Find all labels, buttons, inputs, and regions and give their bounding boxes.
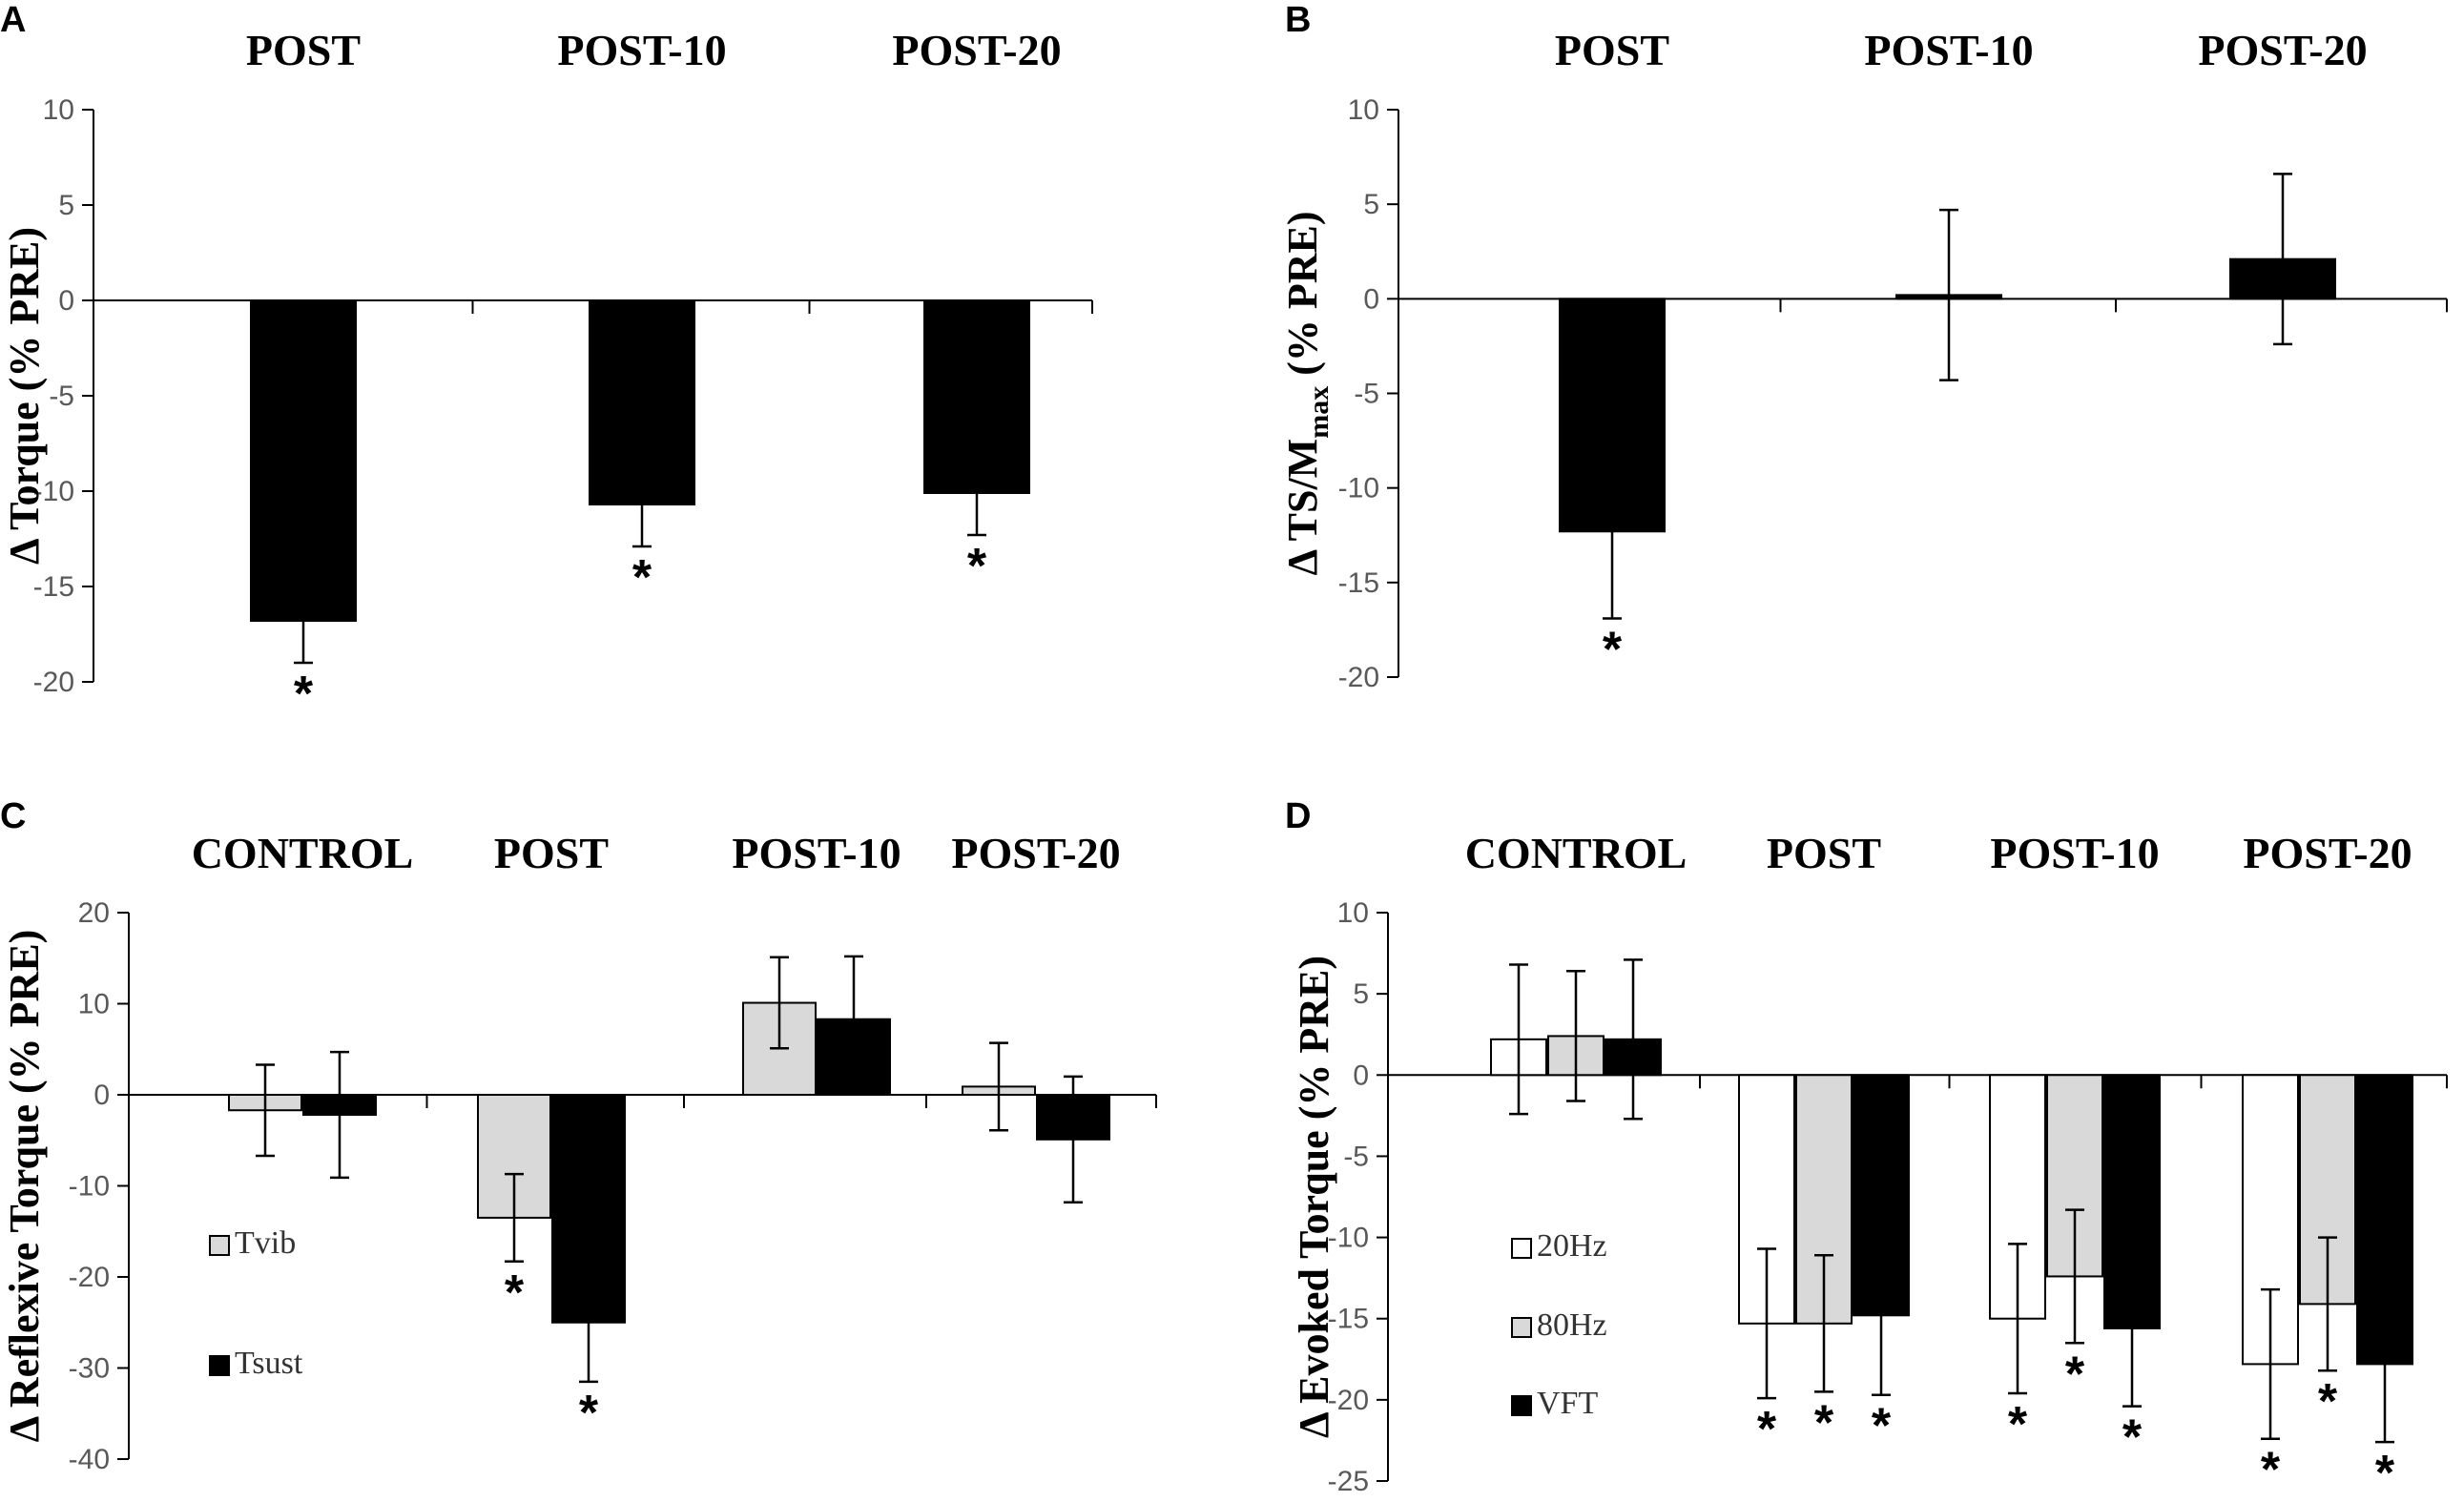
category-label: POST-10 <box>732 829 901 877</box>
y-tick-label: -5 <box>1343 1141 1369 1172</box>
y-tick-label: -20 <box>1338 662 1379 693</box>
legend-swatch <box>1511 1238 1532 1259</box>
y-tick-label: 5 <box>1353 978 1369 1010</box>
y-axis-label-tail: (% PRE) <box>1279 211 1326 385</box>
y-tick-label: -20 <box>1328 1385 1369 1416</box>
category-label: CONTROL <box>192 829 414 877</box>
y-axis-label-main: Δ Torque (% PRE) <box>1 227 48 565</box>
panel-d: D 10 5 0 -5 -10 -15 -20 -25 CONTROL POST POST-10 POS… <box>1285 796 2448 1501</box>
y-tick-label: -20 <box>33 667 74 698</box>
y-axis-label-subscript: max <box>1303 386 1335 439</box>
panel-a: A 10 5 0 -5 -10 -15 -20 POST POST-10 POST-20 Δ Torq… <box>0 0 1093 722</box>
category-label: POST-10 <box>557 26 726 74</box>
significance-star: * <box>2318 1374 2338 1430</box>
panel-letter: D <box>1285 796 1311 836</box>
significance-star: * <box>1814 1395 1834 1451</box>
legend-swatch <box>209 1235 230 1256</box>
significance-star: * <box>2261 1443 2281 1498</box>
y-axis-label: Δ Reflexive Torque (% PRE) <box>1 930 48 1443</box>
significance-star: * <box>505 1265 525 1321</box>
panel-letter: A <box>0 0 26 40</box>
legend-swatch <box>1511 1317 1532 1338</box>
significance-star: * <box>579 1386 599 1441</box>
significance-star: * <box>2122 1410 2143 1466</box>
category-label: POST-10 <box>1864 26 2033 74</box>
y-tick-label: -10 <box>33 476 74 507</box>
y-tick-label: -10 <box>1338 473 1379 504</box>
y-tick-label: -5 <box>49 381 74 412</box>
y-tick-label: 10 <box>1348 94 1379 126</box>
category-label: POST <box>1767 829 1881 877</box>
y-tick-label: 10 <box>1337 897 1369 929</box>
legend-label: Tsust <box>235 1346 303 1381</box>
legend-label: Tvib <box>235 1225 296 1261</box>
y-tick-label: -15 <box>33 571 74 603</box>
bar-torque <box>250 299 357 622</box>
y-axis-label: Δ Torque (% PRE) <box>1 227 48 565</box>
legend-swatch <box>1511 1395 1532 1416</box>
y-tick-label: -15 <box>1338 567 1379 599</box>
y-tick-label: 20 <box>78 897 110 929</box>
legend-label: 20Hz <box>1537 1228 1607 1264</box>
y-axis-label: Δ Evoked Torque (% PRE) <box>1291 956 1337 1438</box>
y-tick-label: -5 <box>1354 379 1379 410</box>
y-tick-label: -10 <box>69 1171 110 1203</box>
significance-star: * <box>967 539 987 594</box>
significance-star: * <box>2065 1347 2085 1402</box>
category-label: POST-20 <box>2243 829 2412 877</box>
significance-star: * <box>2375 1446 2395 1501</box>
y-tick-label: 0 <box>1363 283 1379 315</box>
y-tick-label: -30 <box>69 1353 110 1385</box>
significance-star: * <box>1757 1402 1777 1457</box>
category-label: POST <box>246 26 361 74</box>
y-tick-label: -10 <box>1328 1223 1369 1254</box>
category-label: POST-20 <box>892 26 1061 74</box>
bar-vft <box>2103 1074 2161 1329</box>
y-axis-label: Δ TS/Mmax (% PRE) <box>1279 211 1335 575</box>
panel-b: B 10 5 0 -5 -10 -15 -20 POST POST-10 POST-20 Δ TS/M… <box>1279 0 2448 693</box>
category-label: POST-20 <box>2198 26 2367 74</box>
legend-label: VFT <box>1537 1386 1598 1421</box>
panel-letter: B <box>1285 0 1311 40</box>
y-tick-label: -20 <box>69 1262 110 1293</box>
category-label: CONTROL <box>1465 829 1688 877</box>
y-tick-label: 10 <box>78 989 110 1020</box>
y-tick-label: -25 <box>1328 1466 1369 1497</box>
y-tick-label: -15 <box>1328 1304 1369 1335</box>
y-tick-label: 0 <box>93 1080 110 1111</box>
significance-star: * <box>632 550 652 606</box>
category-label: POST-10 <box>1990 829 2159 877</box>
significance-star: * <box>2008 1397 2028 1452</box>
y-axis-label-main: Δ Reflexive Torque (% PRE) <box>1 930 48 1443</box>
legend-swatch <box>209 1355 230 1376</box>
panel-c: C 20 10 0 -10 -20 -30 -40 CONTROL POST POST-10 POST… <box>0 796 1157 1475</box>
category-label: POST <box>1555 26 1669 74</box>
y-axis-label-main: Δ Evoked Torque (% PRE) <box>1291 956 1337 1438</box>
y-tick-label: 10 <box>43 94 74 126</box>
y-tick-label: 0 <box>1353 1060 1369 1091</box>
category-label: POST <box>494 829 609 877</box>
y-tick-label: 5 <box>1363 189 1379 220</box>
y-axis-label-main: Δ TS/M <box>1279 439 1326 576</box>
significance-star: * <box>294 667 314 722</box>
y-tick-label: 5 <box>58 190 74 221</box>
significance-star: * <box>1603 623 1623 678</box>
y-tick-label: -40 <box>69 1444 110 1475</box>
significance-star: * <box>1872 1399 1892 1454</box>
legend-label: 80Hz <box>1537 1307 1607 1343</box>
y-tick-label: 0 <box>58 285 74 317</box>
panel-letter: C <box>0 796 26 836</box>
category-label: POST-20 <box>951 829 1120 877</box>
